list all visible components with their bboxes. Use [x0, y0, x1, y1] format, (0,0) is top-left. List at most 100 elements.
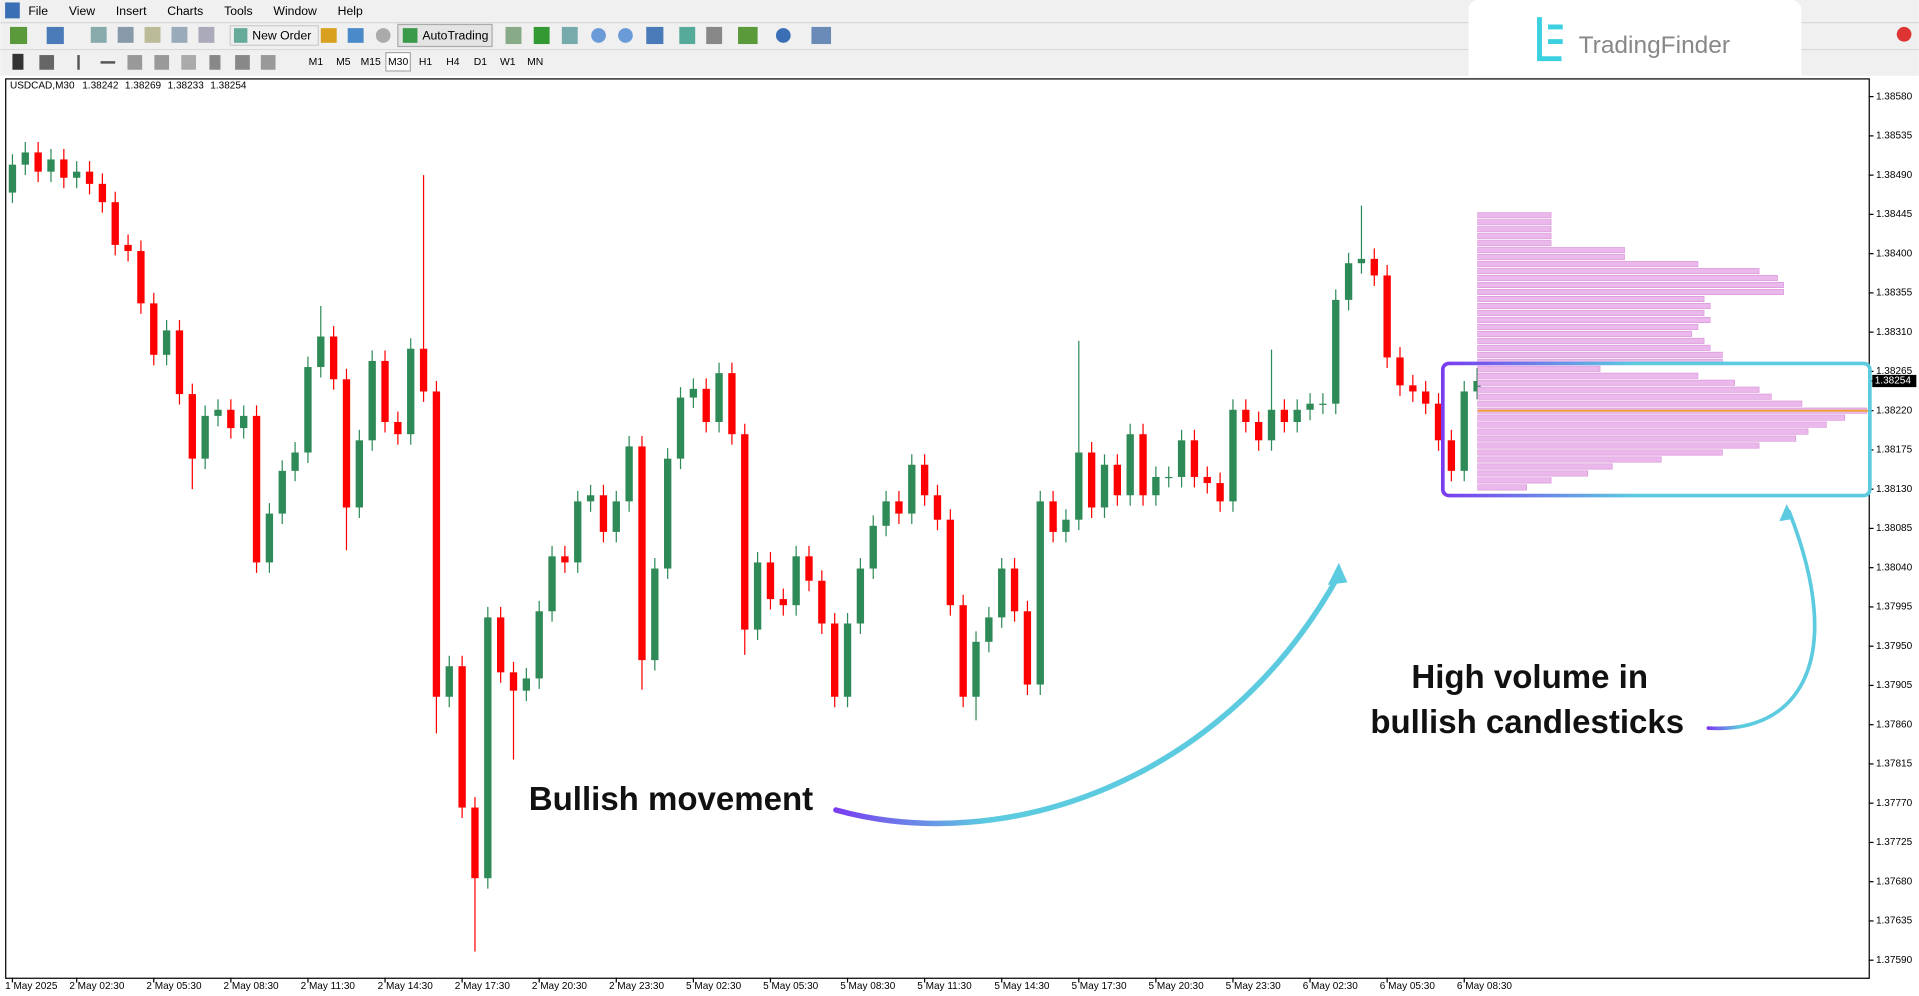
volume-bar	[1477, 463, 1613, 470]
x-tick-label: 5 May 20:30	[1149, 981, 1205, 992]
icon[interactable]	[90, 26, 107, 43]
candle-body	[278, 470, 286, 514]
icon[interactable]	[171, 26, 188, 43]
volume-bar	[1477, 323, 1699, 330]
icon[interactable]	[144, 26, 161, 43]
timeframe[interactable]: M15	[361, 57, 381, 68]
candle-body	[959, 605, 967, 697]
menu-item[interactable]: Help	[338, 4, 363, 18]
icon[interactable]	[375, 28, 391, 43]
icon[interactable]	[811, 26, 832, 45]
x-tick-label: 5 May 11:30	[917, 981, 972, 992]
hline-tool[interactable]	[100, 61, 116, 64]
candle-body	[522, 678, 531, 691]
menu-item[interactable]: View	[69, 4, 95, 18]
candle-body	[73, 171, 81, 178]
y-tick-label: 1.37860	[1876, 719, 1913, 730]
menu-item[interactable]: Charts	[167, 4, 203, 18]
menu-item[interactable]: Tools	[224, 4, 253, 18]
candle-body	[1332, 299, 1340, 404]
candle-body	[1075, 452, 1083, 520]
x-tick-label: 1 May 2025	[5, 981, 58, 992]
label-tool[interactable]	[235, 55, 250, 70]
icon[interactable]	[775, 28, 791, 43]
candle-body	[920, 464, 929, 496]
candle-body	[85, 171, 94, 184]
icon[interactable]	[618, 28, 633, 43]
volume-bar	[1477, 372, 1699, 379]
notification[interactable]	[1896, 26, 1912, 42]
timeframe[interactable]: W1	[500, 57, 516, 68]
autotrading-button[interactable]	[397, 23, 493, 48]
candle-body	[676, 397, 685, 459]
timeframe[interactable]: M5	[336, 57, 351, 68]
candle-body	[1152, 476, 1160, 496]
channel-tool[interactable]	[154, 55, 170, 70]
icon[interactable]	[505, 26, 522, 45]
y-tick-label: 1.38040	[1876, 562, 1913, 573]
candle-body	[1010, 568, 1019, 612]
candle-body	[1319, 403, 1327, 405]
icon[interactable]	[9, 26, 28, 45]
candle-body	[227, 409, 235, 429]
timeframe[interactable]: H4	[446, 57, 460, 68]
candle-body	[355, 440, 364, 508]
candle-body	[265, 513, 274, 563]
icon[interactable]	[738, 26, 758, 45]
icon[interactable]	[533, 26, 550, 45]
candle-body	[150, 303, 158, 355]
app-icon	[5, 2, 20, 19]
menu-item[interactable]: Window	[273, 4, 317, 18]
x-tick-label: 2 May 02:30	[69, 981, 125, 992]
candle-body	[586, 495, 595, 502]
icon[interactable]	[198, 26, 215, 43]
icon[interactable]	[561, 26, 578, 45]
icon[interactable]	[46, 26, 64, 45]
x-tick-label: 2 May 08:30	[224, 981, 280, 992]
volume-bar	[1477, 316, 1711, 323]
volume-bar	[1477, 240, 1552, 247]
menu-item[interactable]: Insert	[116, 4, 147, 18]
trendline-tool[interactable]	[127, 55, 143, 70]
timeframe[interactable]: H1	[419, 57, 433, 68]
crosshair-tool[interactable]	[39, 55, 55, 70]
x-tick-label: 5 May 23:30	[1226, 981, 1282, 992]
candle-body	[599, 495, 608, 532]
timeframe[interactable]: M30	[388, 57, 408, 68]
icon[interactable]	[679, 26, 696, 45]
candle-body	[1280, 409, 1289, 422]
new-order-button[interactable]	[229, 25, 319, 46]
y-tick-label: 1.37680	[1876, 876, 1913, 887]
candle-body	[60, 159, 68, 178]
icon[interactable]	[117, 26, 134, 43]
icon[interactable]	[347, 28, 364, 43]
logo-text: TradingFinder	[1579, 32, 1730, 59]
cursor-tool[interactable]	[12, 53, 24, 70]
volume-bar	[1477, 309, 1705, 316]
icon[interactable]	[646, 26, 664, 45]
x-tick-label: 5 May 08:30	[840, 981, 896, 992]
fibo-tool[interactable]	[181, 55, 196, 70]
arrowhead	[1327, 562, 1348, 585]
candle-body	[1409, 385, 1417, 392]
candle-body	[1370, 258, 1378, 276]
timeframe[interactable]: D1	[474, 57, 488, 68]
volume-bar	[1477, 302, 1711, 309]
vline-tool[interactable]	[77, 55, 80, 70]
candle-body	[1036, 501, 1044, 685]
menu-item[interactable]: File	[28, 4, 48, 18]
icon[interactable]	[706, 26, 723, 45]
candle-body	[779, 599, 787, 606]
arrows-tool[interactable]	[260, 55, 276, 70]
logo-icon	[1537, 17, 1563, 62]
text-tool[interactable]	[209, 55, 221, 70]
timeframe[interactable]: MN	[527, 57, 543, 68]
volume-bar	[1477, 233, 1552, 240]
icon[interactable]	[320, 28, 337, 43]
y-tick-label: 1.38130	[1876, 484, 1913, 495]
candle-body	[702, 388, 710, 422]
icon[interactable]	[591, 28, 606, 43]
timeframe[interactable]: M1	[309, 57, 324, 68]
y-tick-label: 1.37725	[1876, 837, 1913, 848]
candle-body	[1293, 409, 1301, 422]
